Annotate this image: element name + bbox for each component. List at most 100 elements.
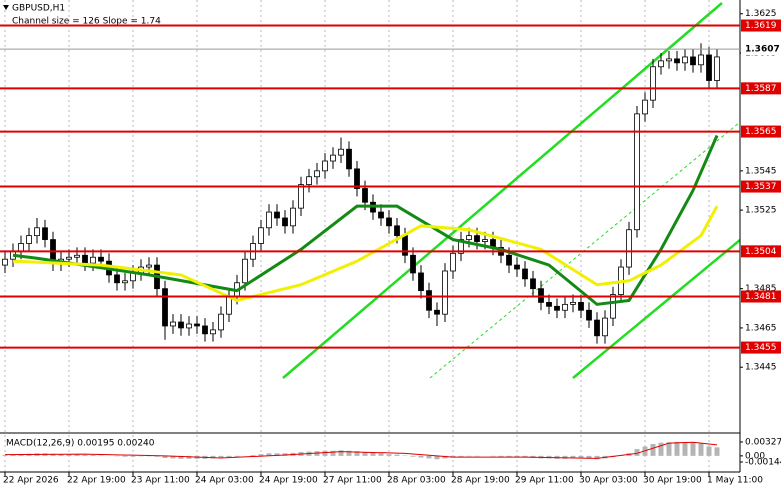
candle-body — [378, 211, 384, 219]
y-tick-label: 1.3525 — [745, 206, 777, 216]
x-tick-label: 28 Apr 03:00 — [387, 476, 446, 486]
candle-body — [42, 227, 48, 240]
macd-bar — [698, 443, 704, 456]
macd-bar — [178, 455, 184, 459]
candle-body — [690, 56, 696, 66]
macd-bar — [434, 455, 440, 460]
candle-body — [306, 176, 312, 185]
candle-body — [322, 160, 328, 172]
macd-bar — [274, 453, 280, 456]
candle-body — [114, 274, 120, 284]
candle-body — [682, 56, 688, 64]
level-label-box — [741, 290, 781, 303]
macd-y-tick-label: 0.00327 — [745, 437, 781, 447]
candle-body — [386, 217, 392, 227]
macd-bar — [122, 455, 128, 457]
macd-bar — [130, 455, 136, 457]
candle-body — [698, 54, 704, 66]
x-tick-label: 22 Apr 19:00 — [67, 476, 126, 486]
x-tick-label: 29 Apr 11:00 — [515, 476, 574, 486]
candle-body — [450, 252, 456, 272]
macd-bar — [386, 454, 392, 456]
candle-body — [394, 225, 400, 237]
level-label: 1.3619 — [745, 21, 777, 31]
candle-body — [274, 211, 280, 219]
candle-body — [74, 254, 80, 258]
channel-lower — [572, 239, 741, 379]
level-label-box — [741, 245, 781, 258]
macd-bar — [322, 450, 328, 456]
candle-body — [674, 58, 680, 64]
level-label: 1.3455 — [745, 343, 777, 353]
macd-bar — [266, 453, 272, 456]
channel-middle — [429, 121, 741, 379]
level-label: 1.3504 — [745, 247, 777, 257]
macd-y-tick-label: -0.00144 — [745, 457, 781, 467]
x-tick-label: 23 Apr 11:00 — [131, 476, 190, 486]
x-tick-label: 24 Apr 03:00 — [195, 476, 254, 486]
x-tick-label: 24 Apr 19:00 — [259, 476, 318, 486]
macd-bar — [674, 441, 680, 456]
level-label: 1.3537 — [745, 182, 777, 192]
macd-bar — [714, 447, 720, 456]
macd-bar — [162, 455, 168, 458]
macd-bar — [58, 454, 64, 456]
level-label: 1.3481 — [745, 292, 777, 302]
candle-body — [642, 99, 648, 115]
x-tick-label: 28 Apr 19:00 — [451, 476, 510, 486]
macd-bar — [410, 455, 416, 457]
candle-body — [466, 235, 472, 240]
candle-body — [218, 313, 224, 331]
macd-bar — [418, 455, 424, 458]
candle-body — [34, 227, 40, 237]
macd-bar — [234, 455, 240, 457]
macd-bar — [250, 455, 256, 456]
macd-bar — [634, 449, 640, 456]
macd-signal — [4, 441, 718, 459]
y-tick-label: 1.3625 — [745, 9, 777, 19]
macd-bar — [18, 454, 24, 456]
macd-bar — [690, 442, 696, 456]
macd-bar — [682, 442, 688, 456]
macd-bar — [354, 451, 360, 456]
candle-body — [666, 58, 672, 62]
candle-body — [546, 301, 552, 307]
candle-body — [554, 305, 560, 311]
candle-body — [418, 272, 424, 292]
candle-body — [474, 235, 480, 242]
candle-body — [354, 168, 360, 189]
macd-bar — [506, 455, 512, 458]
macd-bar — [514, 455, 520, 458]
level-label-box — [741, 19, 781, 32]
macd-y-tick-label: 0.00 — [745, 451, 765, 461]
candle-body — [506, 254, 512, 266]
macd-bar — [666, 442, 672, 456]
candle-body — [706, 54, 712, 81]
candle-body — [578, 301, 584, 311]
macd-bar — [586, 455, 592, 459]
candle-body — [2, 258, 8, 266]
macd-bar — [338, 450, 344, 456]
macd-bar — [10, 454, 16, 456]
macd-bar — [66, 454, 72, 456]
macd-bar — [154, 455, 160, 457]
candle-body — [426, 290, 432, 311]
x-tick-label: 30 Apr 03:00 — [579, 476, 638, 486]
candle-body — [482, 239, 488, 242]
plot — [2, 43, 720, 344]
x-tick-label: 1 May 11:00 — [707, 476, 763, 486]
channel-info: Channel size = 126 Slope = 1.74 — [12, 17, 161, 27]
x-tick-label: 27 Apr 11:00 — [323, 476, 382, 486]
macd-bar — [330, 450, 336, 456]
macd-bar — [210, 455, 216, 459]
moving-average — [12, 134, 719, 306]
candle-body — [658, 60, 664, 68]
macd-bar — [650, 443, 656, 456]
candle-body — [338, 148, 344, 156]
macd-bar — [170, 455, 176, 459]
candle-body — [18, 243, 24, 252]
candle-body — [194, 323, 200, 327]
candle-body — [650, 66, 656, 101]
candle-body — [610, 294, 616, 319]
candle-body — [410, 254, 416, 274]
